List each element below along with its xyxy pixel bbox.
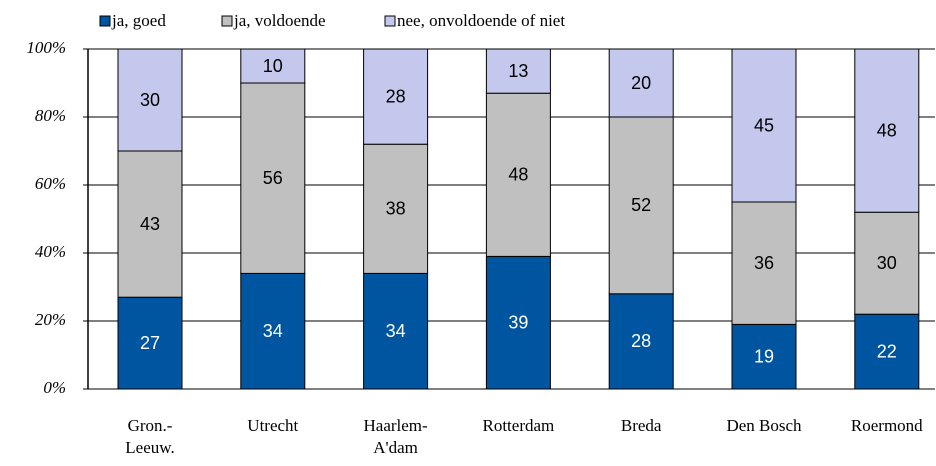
- value-label: 48: [877, 120, 897, 140]
- y-tick-label: 0%: [43, 378, 66, 397]
- bar-segment: [608, 293, 674, 390]
- x-tick-label: Haarlem- A'dam: [363, 416, 428, 457]
- bar-segment: [854, 211, 920, 315]
- value-label: 28: [631, 331, 651, 351]
- y-tick-label: 100%: [26, 38, 66, 57]
- value-label: 45: [754, 115, 774, 135]
- value-label: 10: [263, 56, 283, 76]
- legend-swatch: [99, 15, 111, 27]
- value-label: 19: [754, 346, 774, 366]
- y-tick-label: 40%: [35, 242, 66, 261]
- value-label: 30: [877, 253, 897, 273]
- value-label: 13: [508, 61, 528, 81]
- value-label: 34: [386, 321, 406, 341]
- y-tick-label: 80%: [35, 106, 66, 125]
- bar-segment: [117, 296, 183, 390]
- bar-segment: [117, 48, 183, 152]
- value-label: 36: [754, 253, 774, 273]
- x-tick-label: Breda: [620, 416, 662, 435]
- value-label: 56: [263, 168, 283, 188]
- legend-swatch: [384, 15, 396, 27]
- bar-segment: [363, 272, 429, 390]
- bar-segment: [363, 48, 429, 145]
- value-label: 28: [386, 86, 406, 106]
- bar-segment: [485, 48, 551, 94]
- value-label: 22: [877, 341, 897, 361]
- bar-segment: [731, 201, 797, 325]
- bar-segment: [731, 48, 797, 203]
- x-tick-label: Roermond: [850, 416, 923, 435]
- y-tick-label: 20%: [35, 310, 66, 329]
- value-label: 48: [508, 165, 528, 185]
- legend-swatch: [221, 15, 233, 27]
- bar-segment: [363, 143, 429, 274]
- value-label: 38: [386, 199, 406, 219]
- legend-label: nee, onvoldoende of niet: [397, 11, 565, 30]
- value-label: 43: [140, 214, 160, 234]
- value-label: 30: [140, 90, 160, 110]
- bar-segment: [240, 48, 306, 84]
- value-label: 27: [140, 333, 160, 353]
- bar-segment: [608, 48, 674, 118]
- bar-segment: [240, 82, 306, 274]
- value-label: 39: [508, 312, 528, 332]
- bar-segment: [854, 48, 920, 213]
- y-tick-label: 60%: [35, 174, 66, 193]
- value-label: 20: [631, 73, 651, 93]
- legend-label: ja, goed: [111, 11, 166, 30]
- x-tick-label: Utrecht: [247, 416, 299, 435]
- bar-segment: [240, 272, 306, 390]
- value-label: 52: [631, 195, 651, 215]
- bar-segment: [608, 116, 674, 295]
- bar-segment: [117, 150, 183, 298]
- x-tick-label: Gron.- Leeuw.: [125, 416, 175, 457]
- value-label: 34: [263, 321, 283, 341]
- legend-label: ja, voldoende: [233, 11, 326, 30]
- x-tick-label: Den Bosch: [726, 416, 802, 435]
- bar-segment: [731, 323, 797, 390]
- x-tick-label: Rotterdam: [482, 416, 555, 435]
- bar-segment: [485, 255, 551, 390]
